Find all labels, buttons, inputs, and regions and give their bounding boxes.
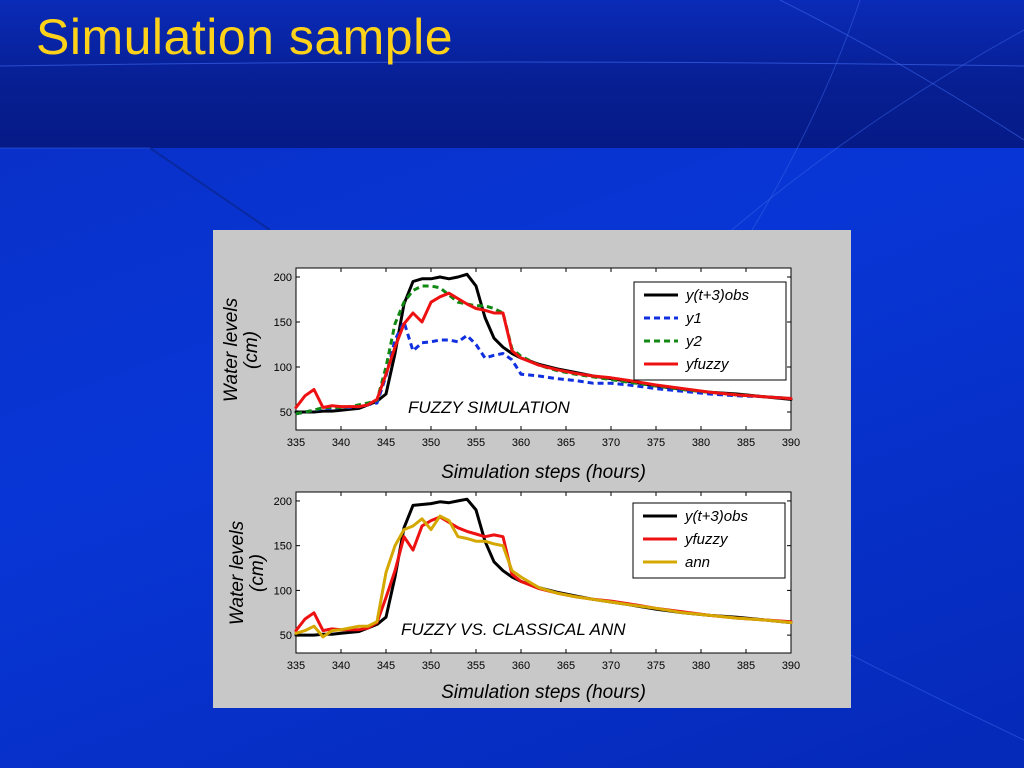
x-tick-label: 335 — [287, 437, 305, 449]
x-tick-label: 385 — [737, 660, 755, 672]
chart-annotation: FUZZY SIMULATION — [408, 398, 571, 417]
chart-annotation: FUZZY VS. CLASSICAL ANN — [401, 620, 626, 639]
series-line-yfuzzy — [294, 291, 793, 409]
legend-label: yfuzzy — [685, 356, 730, 373]
slide-title: Simulation sample — [36, 9, 454, 65]
x-tick-label: 385 — [737, 437, 755, 449]
y-tick-label: 50 — [280, 407, 292, 419]
legend-label: y(t+3)obs — [685, 287, 749, 304]
legend-label: ann — [685, 554, 710, 571]
y-tick-label: 100 — [274, 585, 292, 597]
y-axis-label: Water levels — [227, 520, 248, 625]
x-tick-label: 355 — [467, 660, 485, 672]
y-axis-label-unit: (cm) — [241, 331, 262, 369]
x-tick-label: 370 — [602, 660, 620, 672]
x-tick-label: 365 — [557, 660, 575, 672]
y-tick-label: 200 — [274, 496, 292, 508]
y-tick-label: 100 — [274, 362, 292, 374]
y-tick-label: 50 — [280, 630, 292, 642]
x-axis-label: Simulation steps (hours) — [441, 462, 646, 483]
x-tick-label: 355 — [467, 437, 485, 449]
x-tick-label: 390 — [782, 437, 800, 449]
series-line-y1 — [295, 320, 792, 416]
x-tick-label: 375 — [647, 660, 665, 672]
x-tick-label: 345 — [377, 437, 395, 449]
legend-label: y2 — [685, 333, 703, 350]
y-axis-label: Water levels — [221, 297, 242, 402]
legend-label: y1 — [685, 310, 702, 327]
x-tick-label: 350 — [422, 437, 440, 449]
x-tick-label: 380 — [692, 660, 710, 672]
legend-label: y(t+3)obs — [684, 508, 748, 525]
series-line-y2 — [295, 284, 792, 416]
x-tick-label: 360 — [512, 437, 530, 449]
x-axis-label: Simulation steps (hours) — [441, 682, 646, 703]
y-tick-label: 200 — [274, 272, 292, 284]
x-tick-label: 345 — [377, 660, 395, 672]
x-tick-label: 340 — [332, 437, 350, 449]
x-tick-label: 335 — [287, 660, 305, 672]
legend-label: yfuzzy — [684, 531, 729, 548]
y-tick-label: 150 — [274, 541, 292, 553]
x-tick-label: 390 — [782, 660, 800, 672]
series-line-ann — [294, 514, 793, 639]
y-tick-label: 150 — [274, 317, 292, 329]
x-tick-label: 370 — [602, 437, 620, 449]
x-tick-label: 365 — [557, 437, 575, 449]
x-tick-label: 375 — [647, 437, 665, 449]
x-tick-label: 360 — [512, 660, 530, 672]
figure-svg: 335 340 345 350 355 360 365 370 375 380 385 390 50 10… — [221, 267, 800, 703]
x-tick-label: 350 — [422, 660, 440, 672]
chart-fuzzy-vs-ann: 335 340 345 350 355 360 365 370 375 380 385 390 50 10… — [227, 491, 800, 703]
chart-fuzzy-simulation: 335 340 345 350 355 360 365 370 375 380 385 390 50 10… — [221, 267, 800, 483]
x-tick-label: 340 — [332, 660, 350, 672]
figure-panel: 335 340 345 350 355 360 365 370 375 380 385 390 50 10… — [213, 230, 851, 708]
x-tick-label: 380 — [692, 437, 710, 449]
y-axis-label-unit: (cm) — [247, 554, 268, 592]
